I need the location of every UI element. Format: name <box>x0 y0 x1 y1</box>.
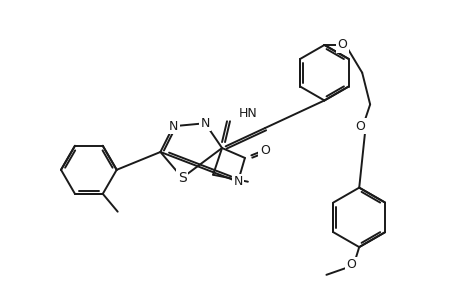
Text: S: S <box>178 171 186 185</box>
Text: O: O <box>346 258 355 272</box>
Text: O: O <box>354 120 364 133</box>
Text: N: N <box>233 175 242 188</box>
Text: N: N <box>200 117 209 130</box>
Text: N: N <box>168 120 178 133</box>
Text: O: O <box>259 143 269 157</box>
Text: HN: HN <box>238 107 257 120</box>
Text: O: O <box>336 38 347 52</box>
